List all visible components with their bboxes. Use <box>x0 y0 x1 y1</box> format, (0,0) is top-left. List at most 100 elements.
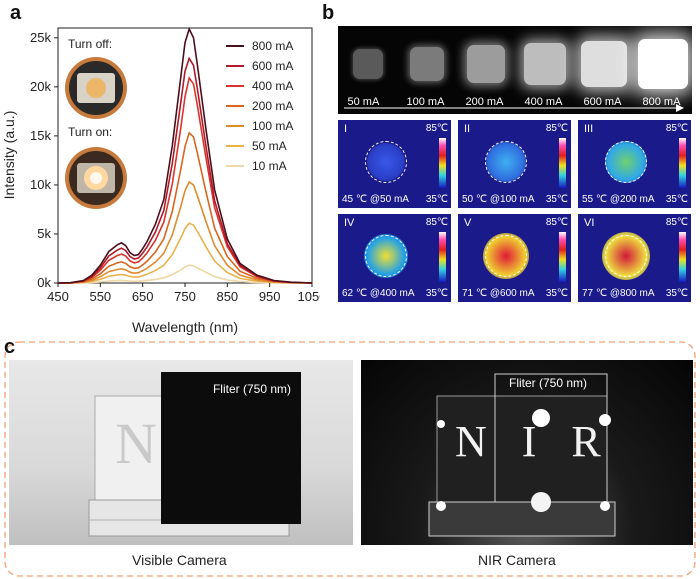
thermal-caption: 77 ℃ @800 mA <box>582 288 655 299</box>
x-tick-label: 450 <box>47 289 69 304</box>
colorbar-min: 35 <box>425 288 437 299</box>
colorbar-min: 35 <box>665 288 677 299</box>
strip-current-label: 100 mA <box>406 96 445 108</box>
dashed-ring <box>485 235 527 277</box>
series-line-800-mA <box>57 26 313 284</box>
x-tick-label: 550 <box>89 289 111 304</box>
x-tick-label: 950 <box>259 289 281 304</box>
x-tick-label: 750 <box>174 289 196 304</box>
colorbar-unit: ℃ <box>436 123 448 134</box>
series-line-400-mA <box>57 76 313 284</box>
colorbar-min: 35 <box>425 194 437 205</box>
brightness-arrow <box>344 104 684 112</box>
y-tick-label: 25k <box>30 30 51 45</box>
led-on-photo <box>65 147 127 209</box>
y-tick-label: 20k <box>30 79 51 94</box>
colorbar-max: 85 <box>545 123 557 134</box>
thermal-caption: 71 ℃ @600 mA <box>462 288 535 299</box>
led-off-photo <box>65 57 127 119</box>
colorbar-unit: ℃ <box>556 194 568 205</box>
turn-off-label: Turn off: <box>68 37 112 51</box>
nir-camera-caption: NIR Camera <box>478 552 556 568</box>
strip-current-label: 200 mA <box>465 96 504 108</box>
led-glow <box>523 43 566 85</box>
colorbar-max: 85 <box>545 217 557 228</box>
legend-label: 800 mA <box>252 39 293 53</box>
x-tick-label: 650 <box>132 289 154 304</box>
temperature-colorbar <box>679 138 686 188</box>
series-line-600-mA <box>57 56 313 284</box>
strip-current-label: 50 mA <box>347 96 380 108</box>
colorbar-unit: ℃ <box>676 217 688 228</box>
led-glow <box>409 47 444 81</box>
thermal-image-I: I 85 ℃ 35 ℃ 45 ℃ @50 mA <box>338 120 451 208</box>
filter-plate: Fliter (750 nm) <box>161 372 301 524</box>
legend-label: 50 mA <box>252 139 287 153</box>
thermal-image-IV: IV 85 ℃ 35 ℃ 62 ℃ @400 mA <box>338 214 451 302</box>
colorbar-min: 35 <box>665 194 677 205</box>
y-tick-label: 0k <box>37 275 51 290</box>
nir-letters: N I R <box>455 417 613 466</box>
y-tick-label: 15k <box>30 128 51 143</box>
panel-c: c N Fliter (750 nm) Visible Camera N I R <box>0 330 700 579</box>
thermal-image-V: V 85 ℃ 35 ℃ 71 ℃ @600 mA <box>458 214 571 302</box>
led-glow <box>637 39 688 89</box>
x-tick-label: 850 <box>216 289 238 304</box>
led-glow <box>580 41 627 87</box>
dashed-ring <box>605 235 647 277</box>
strip-current-label: 600 mA <box>583 96 622 108</box>
colorbar-min: 35 <box>545 194 557 205</box>
panel-b: b 50 mA 100 mA 200 mA 400 mA 600 mA 800 mA I 8… <box>322 0 700 305</box>
dashed-ring <box>485 141 527 183</box>
dashed-ring <box>365 235 407 277</box>
thermal-caption: 45 ℃ @50 mA <box>342 194 409 205</box>
colorbar-unit: ℃ <box>676 123 688 134</box>
colorbar-max: 85 <box>665 217 677 228</box>
legend-label: 600 mA <box>252 59 293 73</box>
led-glow <box>466 45 505 83</box>
thermal-index: I <box>344 123 348 135</box>
series-line-50-mA <box>57 222 313 284</box>
colorbar-unit: ℃ <box>676 288 688 299</box>
filter-label-visible: Fliter (750 nm) <box>212 382 291 396</box>
thermal-index: V <box>464 217 472 229</box>
colorbar-max: 85 <box>425 217 437 228</box>
thermal-image-II: II 85 ℃ 35 ℃ 50 ℃ @100 mA <box>458 120 571 208</box>
strip-current-label: 800 mA <box>642 96 681 108</box>
dashed-ring <box>365 141 407 183</box>
legend-label: 10 mA <box>252 159 287 173</box>
visible-camera-photo: N Fliter (750 nm) <box>9 360 353 545</box>
colorbar-unit: ℃ <box>556 288 568 299</box>
colorbar-unit: ℃ <box>556 123 568 134</box>
colorbar-max: 85 <box>665 123 677 134</box>
legend-label: 200 mA <box>252 99 293 113</box>
panel-label-c: c <box>4 336 16 358</box>
dashed-frame <box>4 341 696 577</box>
nir-camera-photo: N I R Fliter (750 nm) <box>361 360 693 545</box>
colorbar-min: 35 <box>545 288 557 299</box>
turn-on-label: Turn on: <box>68 125 112 139</box>
temperature-colorbar <box>439 232 446 282</box>
colorbar-unit: ℃ <box>436 288 448 299</box>
colorbar-unit: ℃ <box>436 217 448 228</box>
led-brightness-strip: 50 mA 100 mA 200 mA 400 mA 600 mA 800 mA <box>338 26 692 114</box>
thermal-caption: 62 ℃ @400 mA <box>342 288 415 299</box>
visible-camera-caption: Visible Camera <box>132 552 227 568</box>
temperature-colorbar <box>679 232 686 282</box>
strip-current-label: 400 mA <box>524 96 563 108</box>
panel-label-b: b <box>322 2 335 24</box>
temperature-colorbar <box>559 232 566 282</box>
thermal-caption: 50 ℃ @100 mA <box>462 194 535 205</box>
colorbar-max: 85 <box>425 123 437 134</box>
led-glow <box>352 49 383 79</box>
filter-label-nir: Fliter (750 nm) <box>509 376 588 390</box>
temperature-colorbar <box>439 138 446 188</box>
thermal-caption: 55 ℃ @200 mA <box>582 194 655 205</box>
colorbar-unit: ℃ <box>556 217 568 228</box>
panel-label-a: a <box>10 2 22 24</box>
visible-letter-n: N <box>115 411 157 476</box>
thermal-index: II <box>464 123 471 135</box>
